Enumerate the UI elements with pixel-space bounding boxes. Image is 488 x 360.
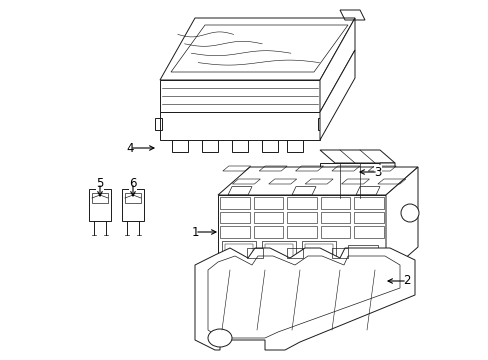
Bar (253, 197, 283, 209)
Bar (320, 226, 350, 238)
Bar (323, 168, 336, 186)
Bar (347, 244, 377, 271)
Text: 5: 5 (96, 176, 103, 189)
Bar (320, 197, 350, 209)
Polygon shape (160, 112, 319, 140)
Polygon shape (385, 167, 417, 275)
Bar (354, 226, 383, 238)
Polygon shape (195, 248, 414, 350)
Polygon shape (319, 163, 379, 198)
Text: 4: 4 (126, 141, 134, 154)
Bar (362, 168, 376, 186)
Bar (286, 212, 316, 223)
Polygon shape (218, 195, 385, 275)
Bar (320, 212, 350, 223)
Text: 6: 6 (129, 176, 137, 189)
Text: 2: 2 (403, 274, 410, 288)
Bar (220, 197, 249, 209)
Bar (354, 212, 383, 223)
Polygon shape (379, 163, 394, 198)
Circle shape (400, 204, 418, 222)
Ellipse shape (207, 329, 231, 347)
Polygon shape (319, 150, 394, 163)
Polygon shape (319, 18, 354, 112)
Bar (220, 212, 249, 223)
Bar (220, 226, 249, 238)
Polygon shape (319, 50, 354, 140)
Polygon shape (160, 18, 354, 80)
Bar (253, 226, 283, 238)
Text: 1: 1 (191, 225, 198, 239)
Bar (342, 168, 356, 186)
Polygon shape (160, 80, 319, 112)
Bar (286, 197, 316, 209)
Bar (286, 226, 316, 238)
Polygon shape (218, 167, 417, 195)
Bar (253, 212, 283, 223)
Bar (354, 197, 383, 209)
Text: 3: 3 (373, 166, 381, 179)
